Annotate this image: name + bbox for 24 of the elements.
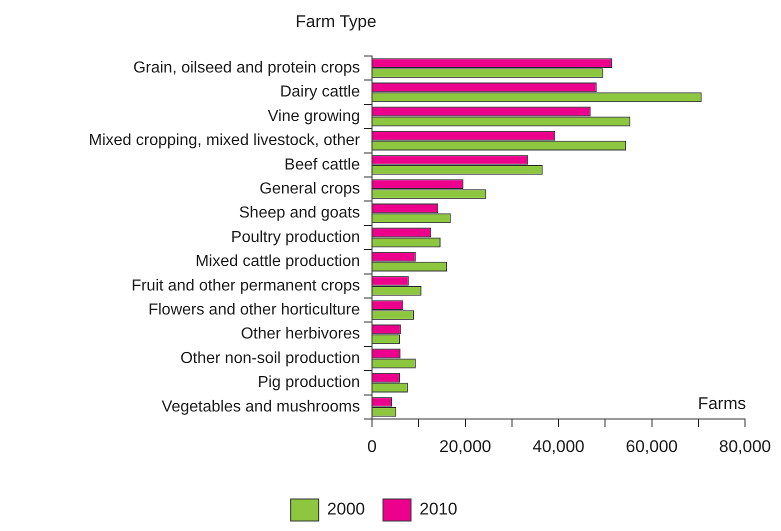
x-tick-label: 0 <box>367 436 377 456</box>
y-tick-label: Mixed cropping, mixed livestock, other <box>88 132 361 150</box>
y-tick-label: Sheep and goats <box>239 204 360 222</box>
legend-label: 2000 <box>327 500 366 519</box>
x-tick-label: 20,000 <box>439 436 492 456</box>
x-tick-label: 80,000 <box>719 436 771 456</box>
legend-label: 2010 <box>420 500 458 519</box>
y-tick-label: Vine growing <box>268 108 360 125</box>
x-tick-label: 40,000 <box>532 436 584 456</box>
y-tick-label: Other herbivores <box>240 326 360 343</box>
y-tick-label: Fruit and other permanent crops <box>131 277 360 294</box>
y-tick-label: Vegetables and mushrooms <box>162 398 360 416</box>
x-axis-title: Farms <box>696 394 746 414</box>
y-tick-label: Poultry production <box>231 228 360 246</box>
y-tick-label: Flowers and other horticulture <box>148 302 360 319</box>
y-axis-title: Farm Type <box>294 12 378 32</box>
y-tick-label: General crops <box>260 180 360 198</box>
x-tick-label: 60,000 <box>626 436 678 456</box>
y-tick-label: Other non-soil production <box>180 350 360 367</box>
y-tick-label: Grain, oilseed and protein crops <box>133 60 360 77</box>
y-tick-label: Beef cattle <box>284 156 360 174</box>
y-tick-label: Mixed cattle production <box>195 253 360 270</box>
y-tick-label: Dairy cattle <box>280 84 360 101</box>
y-tick-label: Pig production <box>258 374 360 392</box>
